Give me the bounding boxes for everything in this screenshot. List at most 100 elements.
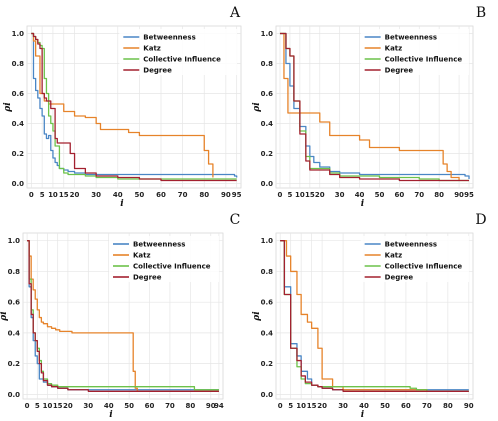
series-line-degree <box>31 32 237 182</box>
x-tick-label: 50 <box>135 191 145 199</box>
panel-label: D <box>475 212 486 228</box>
y-tick-label: 0.2 <box>261 150 274 158</box>
x-tick-label: 0 <box>278 191 283 199</box>
x-tick-label: 40 <box>104 402 114 410</box>
x-tick-label: 70 <box>414 191 424 199</box>
legend-label: Degree <box>385 274 414 282</box>
x-tick-label: 40 <box>359 402 369 410</box>
x-axis-label: i <box>109 410 113 420</box>
series-line-degree <box>279 32 470 182</box>
y-tick-label: 0.2 <box>261 360 274 368</box>
x-tick-label: 0 <box>29 191 34 199</box>
panel-label: C <box>230 212 241 228</box>
x-tick-label: 95 <box>232 191 242 199</box>
y-tick-label: 0.2 <box>8 360 21 368</box>
legend-label: Collective Influence <box>385 56 463 64</box>
y-tick-label: 0.2 <box>12 150 25 158</box>
x-tick-label: 50 <box>375 191 385 199</box>
x-axis-label: i <box>361 410 365 420</box>
x-tick-label: 10 <box>48 191 58 199</box>
x-tick-label: 70 <box>422 402 432 410</box>
x-tick-label: 10 <box>43 402 53 410</box>
y-tick-label: 0.6 <box>8 299 21 307</box>
x-tick-label: 0 <box>25 402 30 410</box>
x-tick-label: 60 <box>401 402 411 410</box>
y-tick-label: 0.0 <box>12 180 25 188</box>
x-tick-label: 10 <box>295 191 305 199</box>
y-tick-label: 0.8 <box>12 60 25 68</box>
series-line-katz <box>31 32 214 178</box>
y-tick-label: 0.4 <box>261 329 274 337</box>
x-tick-label: 20 <box>70 191 80 199</box>
legend-label: Katz <box>385 45 403 53</box>
x-tick-label: 50 <box>380 402 390 410</box>
y-tick-label: 1.0 <box>261 237 274 245</box>
legend: Betweenness Katz Collective Influence Degre… <box>109 236 219 282</box>
x-tick-label: 70 <box>165 402 175 410</box>
x-tick-label: 5 <box>287 191 292 199</box>
x-tick-label: 80 <box>434 191 444 199</box>
y-tick-label: 0.4 <box>12 120 25 128</box>
x-tick-label: 80 <box>199 191 209 199</box>
x-tick-label: 94 <box>214 402 224 410</box>
legend-label: Betweenness <box>385 241 437 249</box>
y-tick-label: 1.0 <box>12 30 25 38</box>
legend-label: Betweenness <box>143 34 195 42</box>
x-tick-label: 60 <box>145 402 155 410</box>
x-tick-label: 60 <box>156 191 166 199</box>
panel-b: 0.0 0.2 0.4 0.6 0.8 1.0 0 5 10 15 20 30 40 50 60 70 80 90… <box>252 5 486 209</box>
x-tick-label: 40 <box>355 191 365 199</box>
x-tick-label: 80 <box>443 402 453 410</box>
x-tick-label: 15 <box>53 402 63 410</box>
x-tick-label: 5 <box>35 402 40 410</box>
x-tick-label: 20 <box>317 402 327 410</box>
y-axis-label: ρi <box>0 311 9 322</box>
y-tick-label: 0.4 <box>8 329 21 337</box>
x-tick-label: 90 <box>206 402 216 410</box>
panel-label: A <box>229 5 241 21</box>
panel-a: 0.0 0.2 0.4 0.6 0.8 1.0 0 5 10 15 20 30 40 50 60 70 80 90… <box>3 5 242 209</box>
legend-label: Collective Influence <box>143 56 221 64</box>
y-axis-label: ρi <box>3 102 13 113</box>
legend: Betweenness Katz Collective Influence Degre… <box>119 29 237 75</box>
x-tick-label: 50 <box>124 402 134 410</box>
y-tick-label: 0.4 <box>261 120 274 128</box>
legend-label: Collective Influence <box>133 263 211 271</box>
x-tick-label: 5 <box>288 402 293 410</box>
x-tick-label: 30 <box>83 402 93 410</box>
legend: Betweenness Katz Collective Influence Degre… <box>360 29 469 75</box>
y-tick-label: 0.6 <box>261 90 274 98</box>
y-tick-label: 0.8 <box>261 268 274 276</box>
x-tick-label: 80 <box>185 402 195 410</box>
y-tick-label: 0.6 <box>261 299 274 307</box>
y-tick-label: 0.0 <box>8 391 21 399</box>
x-tick-label: 10 <box>296 402 306 410</box>
legend-label: Katz <box>133 252 151 260</box>
y-tick-label: 0.8 <box>8 268 21 276</box>
legend: Betweenness Katz Collective Influence Degre… <box>360 236 469 282</box>
series-line-katz <box>280 240 469 392</box>
x-tick-label: 30 <box>335 191 345 199</box>
panel-c: 0.0 0.2 0.4 0.6 0.8 1.0 0 5 10 15 20 30 40 50 60 70 80 90… <box>0 212 240 420</box>
panel-label: B <box>476 5 486 21</box>
y-tick-label: 1.0 <box>8 237 21 245</box>
series-line-katz <box>279 32 460 181</box>
legend-label: Degree <box>385 67 414 75</box>
x-tick-label: 15 <box>305 191 315 199</box>
x-tick-label: 5 <box>40 191 45 199</box>
x-tick-label: 70 <box>178 191 188 199</box>
x-tick-label: 20 <box>63 402 73 410</box>
legend-label: Katz <box>143 45 161 53</box>
x-tick-label: 30 <box>91 191 101 199</box>
x-tick-label: 20 <box>315 191 325 199</box>
series-line-katz <box>27 240 219 392</box>
x-tick-label: 60 <box>394 191 404 199</box>
x-tick-label: 95 <box>464 191 474 199</box>
x-tick-label: 90 <box>221 191 231 199</box>
y-tick-label: 1.0 <box>261 30 274 38</box>
legend-label: Betweenness <box>133 241 185 249</box>
legend-label: Degree <box>143 67 172 75</box>
x-tick-label: 90 <box>464 402 474 410</box>
legend-label: Betweenness <box>385 34 437 42</box>
